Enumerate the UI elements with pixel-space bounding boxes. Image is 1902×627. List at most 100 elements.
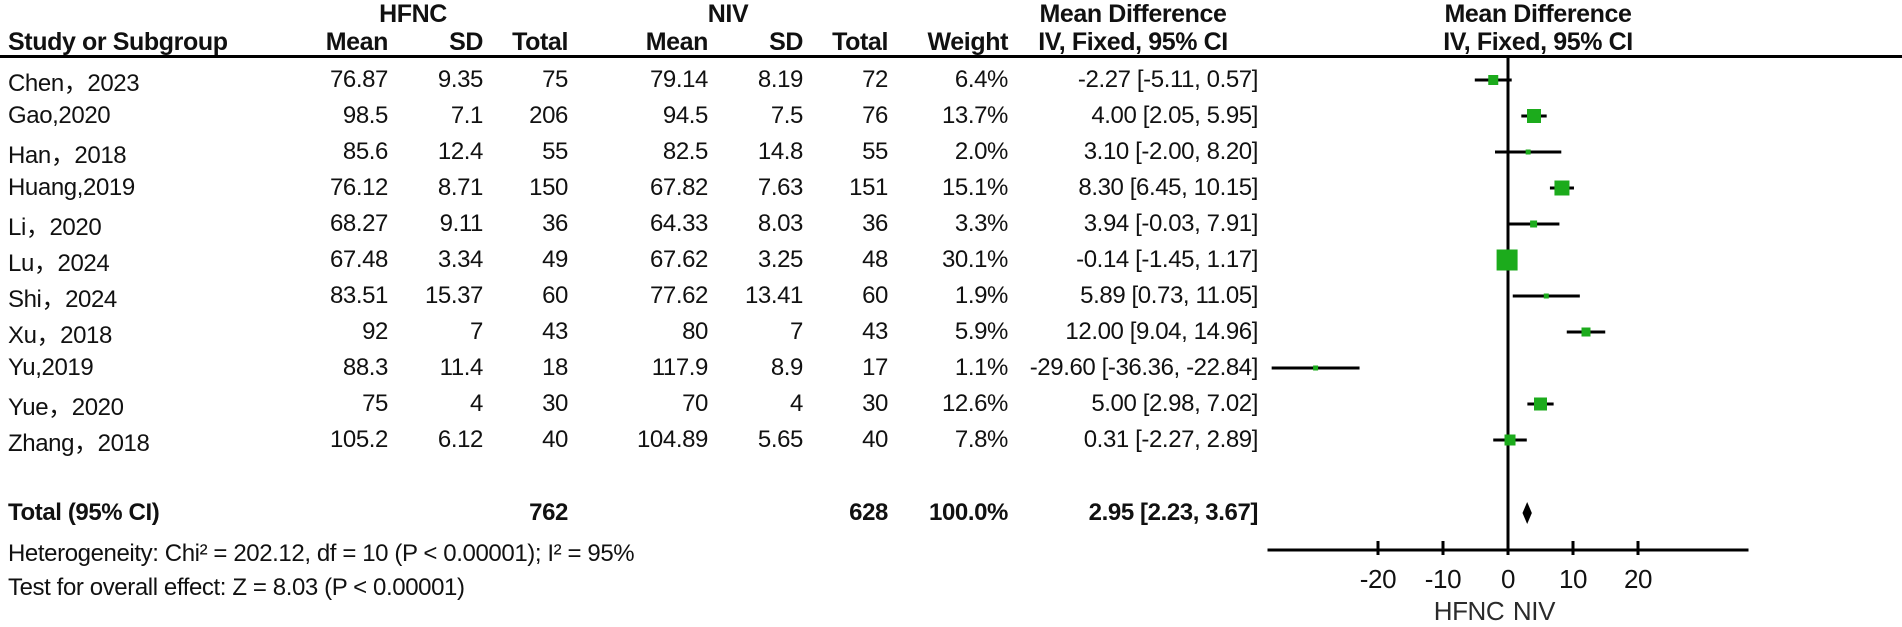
study-name-cell: Yu,2019 [8, 354, 94, 381]
weight-cell: 13.7% [941, 102, 1008, 129]
method-header-right-wrap: IV, Fixed, 95% CI [1258, 28, 1902, 57]
niv-total-cell: 151 [849, 174, 888, 201]
mean-difference-title-right: Mean Difference [1444, 0, 1632, 28]
hfnc-total-header: Total [512, 28, 568, 56]
axis-tick-label: 10 [1559, 564, 1587, 594]
hfnc-total-cell: 40 [542, 426, 568, 453]
ci-text-cell: 3.94 [-0.03, 7.91] [1083, 210, 1259, 237]
hfnc-total-cell: 150 [529, 174, 568, 201]
study-row: Huang,2019 76.12 8.71 150 67.82 7.63 151 15.1% 8… [0, 170, 1902, 206]
niv-sd-cell: 8.9 [770, 354, 804, 381]
hfnc-mean-cell: 88.3 [342, 354, 389, 381]
study-name-cell: Lu，2024 [8, 249, 110, 277]
header-divider-line [0, 55, 1902, 58]
table-header: HFNC NIV Mean Difference Mean Difference… [0, 0, 1902, 56]
weight-cell: 6.4% [954, 66, 1009, 93]
study-name-cell: Li，2020 [8, 213, 102, 241]
niv-total-cell: 76 [862, 102, 888, 129]
hfnc-mean-cell: 98.5 [342, 102, 389, 129]
study-name-cell: Shi，2024 [8, 285, 117, 313]
study-marker [1313, 365, 1319, 371]
total-label: Total (95% CI) [8, 499, 160, 526]
niv-sd-cell: 7.63 [757, 174, 804, 201]
niv-total-cell: 55 [862, 138, 888, 165]
study-marker [1525, 149, 1531, 155]
niv-total-cell: 48 [862, 246, 888, 273]
hfnc-sd-cell: 9.35 [437, 66, 484, 93]
hfnc-sd-cell: 11.4 [439, 354, 484, 381]
group-header-niv: NIV [707, 0, 749, 28]
ci-text-cell: 8.30 [6.45, 10.15] [1078, 174, 1258, 201]
hfnc-mean-header: Mean [325, 28, 389, 56]
study-row: Yu,2019 88.3 11.4 18 117.9 8.9 17 1.1% -29.60 [-… [0, 350, 1902, 386]
hfnc-total-cell: 18 [542, 354, 568, 381]
hfnc-sd-cell: 6.12 [437, 426, 484, 453]
hfnc-mean-cell: 83.51 [329, 282, 388, 309]
hfnc-mean-cell: 75 [362, 390, 388, 417]
hfnc-sd-cell: 8.71 [437, 174, 484, 201]
hfnc-mean-cell: 68.27 [329, 210, 388, 237]
weight-cell: 5.9% [954, 318, 1009, 345]
weight-cell: 1.1% [954, 354, 1009, 381]
study-marker [1534, 397, 1547, 411]
niv-total-cell: 40 [862, 426, 888, 453]
study-name-cell: Xu，2018 [8, 321, 112, 349]
niv-total-cell: 36 [862, 210, 888, 237]
ci-text-cell: 5.89 [0.73, 11.05] [1080, 282, 1258, 309]
study-row: Xu，2018 92 7 43 80 7 43 5.9% 12.00 [9.04, 14.96] [0, 314, 1902, 350]
heterogeneity-note: Heterogeneity: Chi² = 202.12, df = 10 (P… [8, 540, 635, 567]
hfnc-mean-cell: 85.6 [342, 138, 389, 165]
niv-sd-cell: 7.5 [770, 102, 804, 129]
ci-text-cell: 5.00 [2.98, 7.02] [1091, 390, 1258, 417]
niv-mean-cell: 94.5 [662, 102, 709, 129]
niv-sd-cell: 4 [790, 390, 803, 417]
study-marker [1543, 293, 1549, 299]
weight-cell: 12.6% [941, 390, 1008, 417]
hfnc-total-cell: 36 [542, 210, 568, 237]
weight-cell: 1.9% [954, 282, 1009, 309]
group-header-hfnc: HFNC [379, 0, 447, 28]
study-marker [1527, 109, 1541, 123]
hfnc-total-cell: 49 [542, 246, 568, 273]
mean-difference-title-right-wrap: Mean Difference [1258, 0, 1902, 29]
method-header-right: IV, Fixed, 95% CI [1443, 28, 1633, 56]
hfnc-mean-cell: 76.87 [329, 66, 388, 93]
niv-mean-cell: 104.89 [636, 426, 708, 453]
niv-mean-cell: 79.14 [649, 66, 708, 93]
study-row: Lu，2024 67.48 3.34 49 67.62 3.25 48 30.1% -0.14 … [0, 242, 1902, 278]
hfnc-sd-cell: 7.1 [450, 102, 484, 129]
niv-mean-cell: 70 [682, 390, 708, 417]
study-name-cell: Chen，2023 [8, 69, 140, 97]
mean-difference-title-left: Mean Difference [1039, 0, 1227, 28]
study-marker [1554, 180, 1570, 196]
study-row: Yue，2020 75 4 30 70 4 30 12.6% 5.00 [2.98, 7.02] [0, 386, 1902, 422]
study-name-cell: Yue，2020 [8, 393, 124, 421]
hfnc-total-cell: 75 [542, 66, 568, 93]
total-row: Total (95% CI) 762 628 100.0% 2.95 [2.23… [0, 495, 1902, 531]
niv-sd-cell: 8.19 [757, 66, 804, 93]
ci-text-cell: -2.27 [-5.11, 0.57] [1077, 66, 1258, 93]
axis-tick-label: -10 [1425, 564, 1461, 594]
hfnc-mean-cell: 105.2 [329, 426, 388, 453]
hfnc-sd-cell: 7 [470, 318, 483, 345]
study-name-cell: Huang,2019 [8, 174, 135, 201]
hfnc-sd-cell: 4 [470, 390, 483, 417]
niv-total-cell: 30 [862, 390, 888, 417]
hfnc-total-cell: 30 [542, 390, 568, 417]
ci-text-cell: -0.14 [-1.45, 1.17] [1076, 246, 1258, 273]
overall-effect-note: Test for overall effect: Z = 8.03 (P < 0… [8, 574, 465, 601]
study-row: Shi，2024 83.51 15.37 60 77.62 13.41 60 1.9% 5.89… [0, 278, 1902, 314]
total-hfnc-n: 762 [529, 499, 568, 526]
niv-mean-cell: 64.33 [649, 210, 708, 237]
hfnc-sd-header: SD [449, 28, 483, 56]
weight-cell: 3.3% [954, 210, 1009, 237]
study-name-cell: Zhang，2018 [8, 429, 150, 457]
study-name-cell: Gao,2020 [8, 102, 111, 129]
hfnc-total-cell: 43 [542, 318, 568, 345]
method-header-left: IV, Fixed, 95% CI [1038, 28, 1228, 56]
niv-mean-header: Mean [645, 28, 709, 56]
niv-sd-header: SD [769, 28, 803, 56]
hfnc-total-cell: 55 [542, 138, 568, 165]
favours-left-label: HFNC [1434, 596, 1505, 626]
